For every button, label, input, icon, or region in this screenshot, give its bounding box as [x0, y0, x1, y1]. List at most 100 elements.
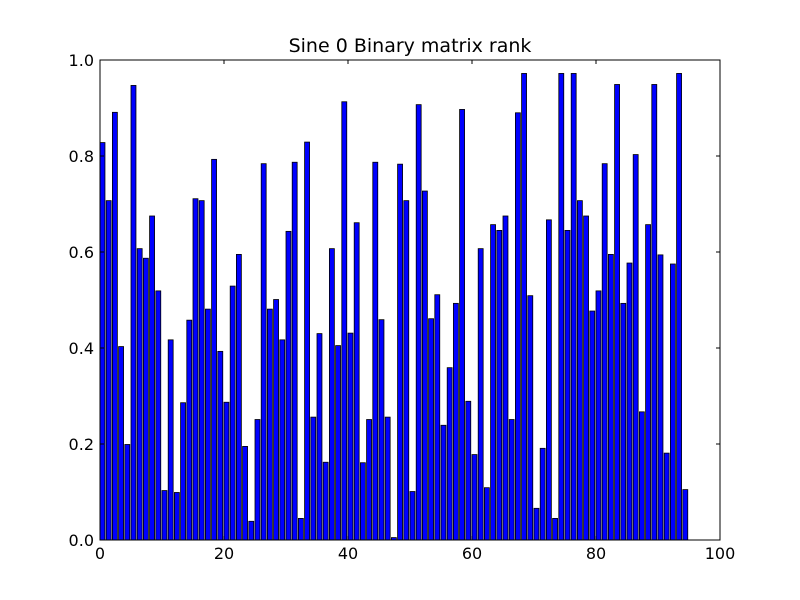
bar: [539, 447, 546, 541]
bar: [266, 308, 273, 541]
bar: [626, 262, 633, 541]
bar: [173, 492, 180, 541]
bar: [204, 308, 211, 541]
bar: [409, 491, 416, 541]
bar: [483, 487, 490, 541]
bar: [310, 416, 317, 541]
bar: [384, 416, 391, 541]
bar: [533, 507, 540, 541]
y-tick-label: 0.2: [69, 435, 94, 454]
bar: [552, 518, 558, 541]
x-tick-label: 100: [705, 544, 736, 563]
bar: [608, 253, 614, 541]
bar: [645, 224, 651, 541]
bar: [347, 332, 354, 541]
x-tick-label: 40: [338, 544, 358, 563]
bar: [614, 84, 620, 541]
bar: [521, 73, 527, 541]
bar: [446, 367, 453, 541]
bar: [502, 215, 509, 541]
bar: [229, 285, 236, 541]
bar: [452, 302, 459, 541]
bar: [583, 215, 589, 541]
bar: [99, 142, 106, 541]
bar: [421, 190, 428, 541]
bar: [328, 248, 335, 541]
y-tick-label: 1.0: [69, 51, 94, 70]
x-tick-label: 60: [462, 544, 482, 563]
bar: [366, 419, 372, 541]
bar: [273, 299, 279, 541]
x-tick-label: 0: [95, 544, 105, 563]
bar: [142, 257, 149, 541]
bar: [304, 141, 310, 541]
bar: [161, 490, 168, 541]
bar: [223, 401, 230, 541]
x-tick-label: 80: [586, 544, 606, 563]
bar: [589, 310, 596, 541]
bar: [676, 73, 682, 541]
bar: [477, 248, 484, 541]
bar: [112, 111, 118, 541]
bar: [136, 248, 143, 541]
bar: [186, 319, 193, 541]
bar: [155, 290, 162, 541]
bar: [515, 112, 521, 541]
bar: [149, 215, 155, 541]
bar: [217, 350, 224, 541]
bar: [254, 419, 261, 541]
bars-group: [99, 73, 689, 541]
bar: [242, 445, 248, 541]
y-tick-label: 0.8: [69, 147, 94, 166]
bar: [459, 109, 465, 541]
bar: [471, 454, 478, 541]
bar: [118, 346, 124, 541]
bar: [577, 200, 583, 541]
bar: [297, 518, 304, 541]
bar: [465, 400, 472, 541]
bar: [639, 411, 645, 541]
bar: [285, 230, 292, 541]
bar: [279, 339, 286, 541]
bar: [235, 253, 242, 541]
bar: [397, 163, 403, 541]
bar: [316, 333, 323, 541]
y-tick-label: 0.4: [69, 339, 94, 358]
x-tick-label: 20: [214, 544, 234, 563]
bar: [570, 73, 577, 541]
bar: [335, 345, 341, 541]
bar: [198, 200, 205, 541]
bar: [403, 200, 410, 541]
bar: [546, 219, 552, 541]
tick-labels-group: 0 20 40 60 80 100 0.0 0.2 0.4 0.6 0.8 1.0: [69, 51, 736, 563]
bar: [130, 85, 137, 541]
bar: [124, 444, 131, 541]
bar: [564, 229, 571, 541]
bar: [508, 419, 515, 541]
bar: [490, 224, 496, 541]
bar: [682, 489, 689, 541]
bar: [632, 154, 639, 541]
bar: [496, 229, 503, 541]
bar: [415, 104, 422, 541]
bar: [440, 424, 447, 541]
bar: [291, 161, 298, 541]
bar: [353, 222, 360, 541]
bar: [670, 263, 676, 541]
y-tick-label: 0.6: [69, 243, 94, 262]
bar: [105, 200, 112, 541]
bar: [620, 302, 627, 541]
bar: [428, 318, 434, 541]
bar: [657, 254, 664, 541]
bar: [663, 452, 670, 541]
plot-frame: [99, 59, 721, 541]
bar: [595, 290, 602, 541]
chart-title: Sine 0 Binary matrix rank: [289, 35, 532, 57]
bar: [260, 163, 267, 541]
bar: [378, 319, 385, 541]
y-tick-label: 0.0: [69, 531, 94, 550]
bar: [180, 402, 186, 541]
bar: [322, 461, 329, 541]
bar: [167, 339, 174, 541]
